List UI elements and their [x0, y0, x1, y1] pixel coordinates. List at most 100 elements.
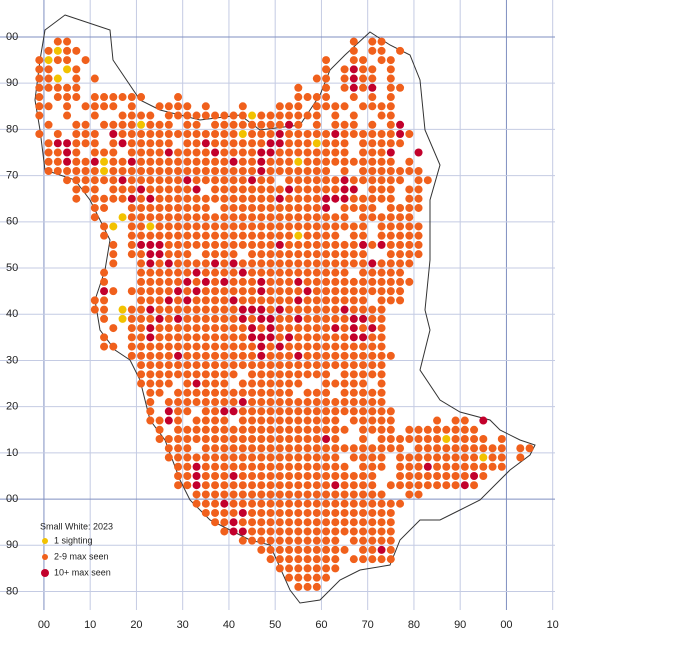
- sighting-dot: [312, 462, 321, 471]
- sighting-dot: [377, 555, 386, 564]
- sighting-dot: [72, 139, 81, 148]
- sighting-dot: [127, 120, 136, 129]
- sighting-dot: [451, 453, 460, 462]
- sighting-dot: [312, 407, 321, 416]
- sighting-dot: [266, 203, 275, 212]
- sighting-dot: [257, 148, 266, 157]
- sighting-dot: [146, 259, 155, 268]
- sighting-dot: [257, 370, 266, 379]
- sighting-dot: [303, 277, 312, 286]
- sighting-dot: [220, 324, 229, 333]
- sighting-dot: [285, 111, 294, 120]
- sighting-dot: [294, 508, 303, 517]
- sighting-dot: [349, 185, 358, 194]
- sighting-dot: [294, 111, 303, 120]
- sighting-dot: [266, 508, 275, 517]
- sighting-dot: [238, 425, 247, 434]
- sighting-dot: [368, 148, 377, 157]
- sighting-dot: [257, 342, 266, 351]
- sighting-dot: [285, 194, 294, 203]
- sighting-dot: [35, 111, 44, 120]
- sighting-dot: [331, 462, 340, 471]
- sighting-dot: [238, 462, 247, 471]
- sighting-dot: [285, 222, 294, 231]
- sighting-dot: [192, 333, 201, 342]
- sighting-dot: [275, 231, 284, 240]
- sighting-dot: [164, 259, 173, 268]
- sighting-dot: [81, 157, 90, 166]
- sighting-dot: [155, 351, 164, 360]
- x-tick-label: 60: [315, 619, 327, 631]
- sighting-dot: [359, 407, 368, 416]
- sighting-dot: [285, 333, 294, 342]
- sighting-dot: [100, 157, 109, 166]
- sighting-dot: [322, 203, 331, 212]
- sighting-dot: [479, 416, 488, 425]
- sighting-dot: [322, 74, 331, 83]
- sighting-dot: [266, 240, 275, 249]
- sighting-dot: [137, 222, 146, 231]
- sighting-dot: [90, 185, 99, 194]
- sighting-dot: [192, 379, 201, 388]
- sighting-dot: [183, 407, 192, 416]
- sighting-dot: [155, 416, 164, 425]
- sighting-dot: [238, 444, 247, 453]
- sighting-dot: [183, 213, 192, 222]
- sighting-dot: [368, 213, 377, 222]
- sighting-dot: [266, 453, 275, 462]
- sighting-dot: [164, 213, 173, 222]
- sighting-dot: [433, 462, 442, 471]
- sighting-dot: [479, 444, 488, 453]
- sighting-dot: [377, 314, 386, 323]
- sighting-dot: [238, 185, 247, 194]
- sighting-dot: [368, 130, 377, 139]
- sighting-dot: [257, 481, 266, 490]
- sighting-dot: [386, 130, 395, 139]
- sighting-dot: [174, 481, 183, 490]
- sighting-dot: [312, 250, 321, 259]
- sighting-dot: [146, 379, 155, 388]
- sighting-dot: [229, 324, 238, 333]
- sighting-dot: [127, 166, 136, 175]
- sighting-dot: [405, 490, 414, 499]
- sighting-dot: [211, 213, 220, 222]
- sighting-dot: [303, 93, 312, 102]
- sighting-dot: [377, 379, 386, 388]
- sighting-dot: [211, 388, 220, 397]
- sighting-dot: [377, 213, 386, 222]
- sighting-dot: [414, 240, 423, 249]
- sighting-dot: [137, 342, 146, 351]
- sighting-dot: [386, 545, 395, 554]
- sighting-dot: [266, 259, 275, 268]
- sighting-dot: [368, 370, 377, 379]
- sighting-dot: [164, 139, 173, 148]
- sighting-dot: [285, 564, 294, 573]
- sighting-dot: [368, 268, 377, 277]
- sighting-dot: [183, 333, 192, 342]
- sighting-dot: [164, 453, 173, 462]
- sighting-dot: [238, 203, 247, 212]
- sighting-dot: [63, 65, 72, 74]
- sighting-dot: [248, 444, 257, 453]
- sighting-dot: [81, 102, 90, 111]
- sighting-dot: [275, 462, 284, 471]
- sighting-dot: [285, 573, 294, 582]
- sighting-dot: [220, 120, 229, 129]
- sighting-dot: [109, 130, 118, 139]
- sighting-dot: [118, 93, 127, 102]
- sighting-dot: [118, 305, 127, 314]
- sighting-dot: [183, 287, 192, 296]
- sighting-dot: [174, 111, 183, 120]
- sighting-dot: [359, 333, 368, 342]
- sighting-dot: [294, 130, 303, 139]
- sighting-dot: [396, 166, 405, 175]
- sighting-dot: [164, 435, 173, 444]
- sighting-dot: [174, 130, 183, 139]
- sighting-dot: [248, 231, 257, 240]
- sighting-dot: [294, 305, 303, 314]
- sighting-dot: [322, 435, 331, 444]
- y-tick-label: 00: [6, 31, 18, 43]
- sighting-dot: [63, 166, 72, 175]
- sighting-dot: [340, 166, 349, 175]
